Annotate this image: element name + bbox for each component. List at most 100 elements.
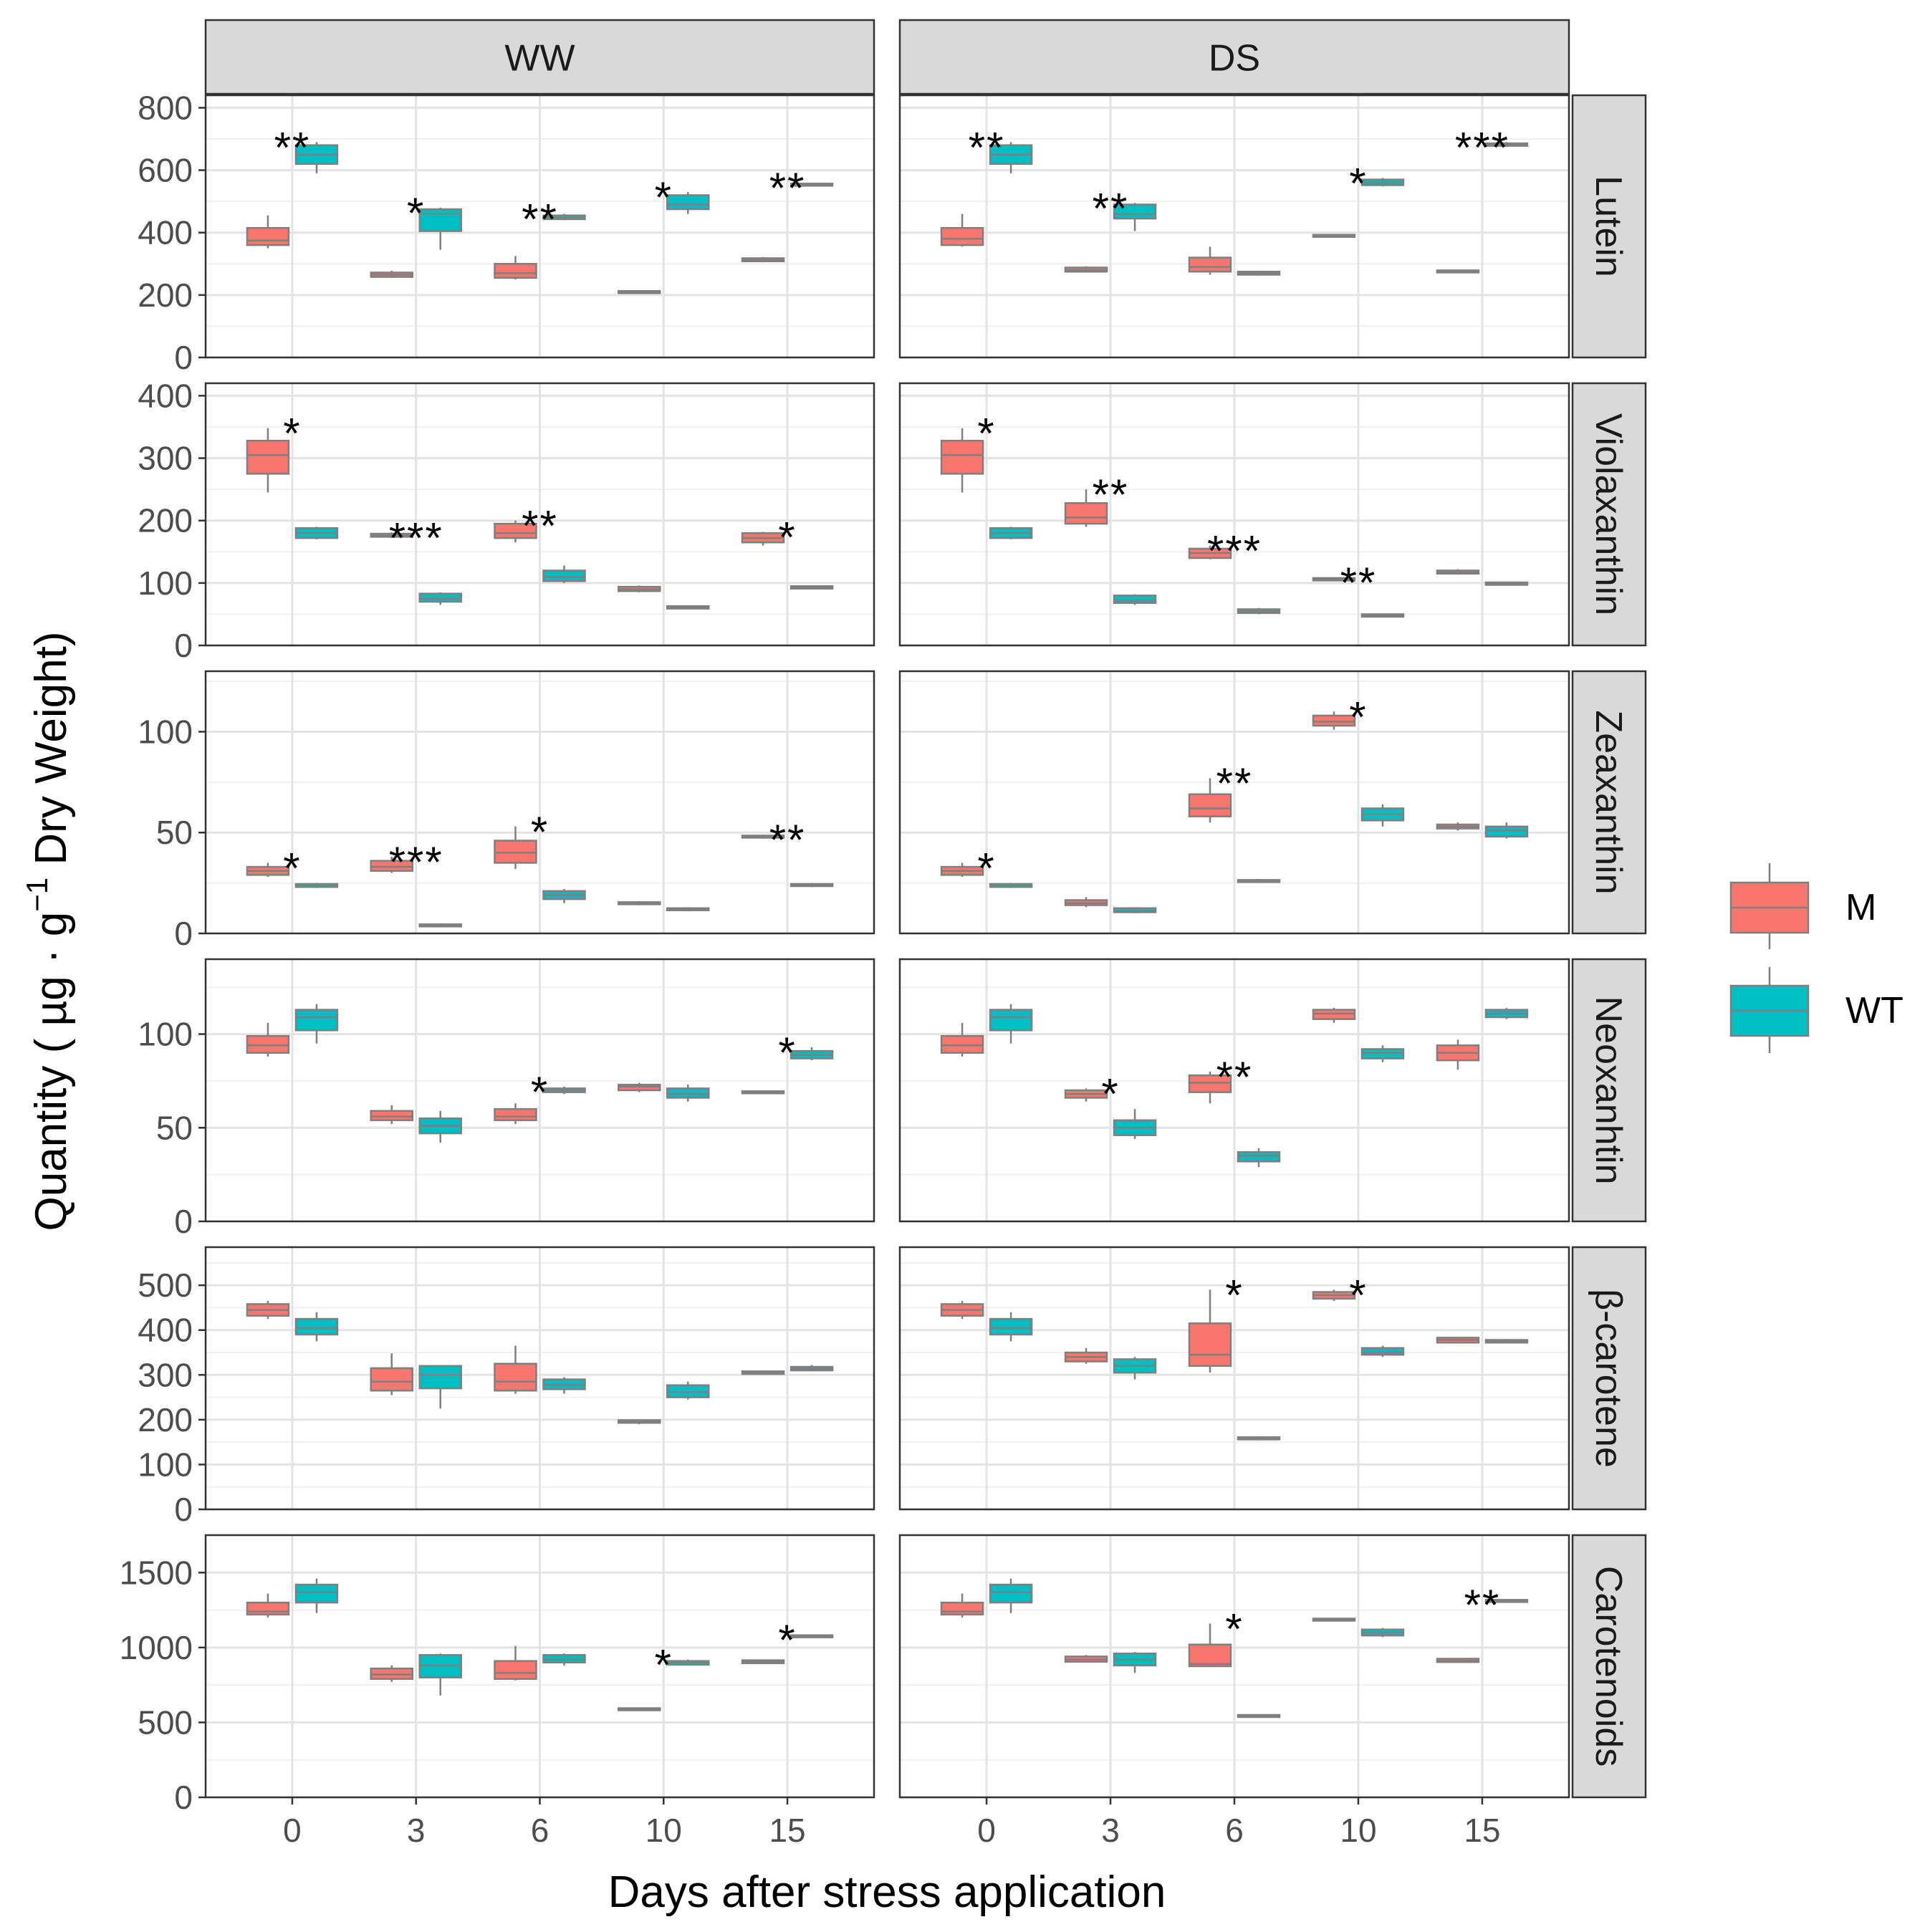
box-carotene-ds-m-day-3 [1064, 1347, 1108, 1364]
y-tick-label: 600 [138, 152, 193, 189]
box-carotenoids-ds-wt-day-6 [1237, 1714, 1281, 1719]
strip-ww [204, 19, 875, 95]
significance-label: * [407, 189, 425, 237]
box-neoxanhtin-ds-m-day-15 [1436, 1039, 1480, 1070]
box-carotene-ds-wt-day-6 [1237, 1436, 1281, 1441]
box-carotenoids-ww-wt-day-10 [666, 1659, 710, 1666]
y-tick-label: 400 [138, 214, 193, 251]
box-lutein-ww-m-day-10 [618, 289, 661, 294]
box-lutein-ds-wt-day-0 [989, 142, 1033, 173]
y-tick-label: 100 [138, 1016, 193, 1053]
panel-border [898, 670, 1570, 935]
box-body [246, 1601, 290, 1616]
box-body [989, 1583, 1033, 1604]
box-carotenoids-ww-wt-day-15 [789, 1634, 834, 1638]
box-zeaxanthin-ds-wt-day-3 [1113, 907, 1157, 913]
strip-zeaxanthin [1571, 670, 1647, 935]
significance-label: * [977, 844, 995, 892]
box-zeaxanthin-ds-m-day-3 [1064, 897, 1108, 908]
significance-label: * [531, 808, 549, 856]
box-carotene-ww-wt-day-3 [418, 1365, 462, 1409]
legend-key-m [1729, 863, 1810, 949]
significance-label: *** [389, 514, 443, 562]
box-body [1484, 825, 1529, 838]
legend: M WT [1729, 863, 1904, 1053]
box-zeaxanthin-ds-wt-day-10 [1360, 804, 1405, 827]
box-lutein-ds-m-day-15 [1436, 269, 1480, 274]
y-tick-label: 200 [138, 502, 193, 539]
box-carotene-ww-m-day-3 [370, 1353, 413, 1395]
box-carotenoids-ww-m-day-6 [494, 1645, 537, 1681]
panel-zeaxanthin-ww: * **** ** [204, 670, 875, 935]
box-zeaxanthin-ww-m-day-0 [246, 862, 290, 878]
box-lutein-ds-m-day-10 [1312, 234, 1356, 239]
box-carotene-ww-wt-day-15 [789, 1365, 834, 1372]
panel-lutein-ww: *** ** * ** [204, 94, 875, 359]
box-violaxanthin-ds-wt-day-0 [989, 527, 1033, 539]
x-tick-label: 6 [1225, 1812, 1244, 1849]
box-body [1237, 1151, 1281, 1163]
significance-label: ** [1216, 1053, 1253, 1101]
box-neoxanhtin-ww-wt-day-0 [294, 1004, 339, 1044]
y-tick-label: 100 [138, 1446, 193, 1483]
box-body [246, 1034, 290, 1054]
box-body [246, 439, 290, 475]
box-neoxanhtin-ww-m-day-6 [494, 1103, 537, 1125]
box-lutein-ww-m-day-0 [246, 215, 290, 249]
box-carotenoids-ww-wt-day-6 [542, 1653, 586, 1666]
box-violaxanthin-ww-m-day-6 [494, 520, 537, 543]
box-carotene-ww-m-day-6 [494, 1345, 537, 1394]
box-violaxanthin-ww-m-day-10 [618, 585, 661, 592]
box-body [1188, 1643, 1232, 1668]
box-body [1064, 502, 1108, 525]
box-zeaxanthin-ww-wt-day-10 [666, 907, 710, 912]
y-tick-label: 200 [138, 277, 193, 314]
x-tick-label: 6 [531, 1812, 549, 1849]
box-body [494, 1363, 537, 1392]
box-body [542, 569, 586, 582]
significance-label: * [283, 844, 301, 892]
box-neoxanhtin-ww-m-day-10 [618, 1082, 661, 1092]
panel-carotene-ww [204, 1246, 875, 1511]
significance-label: *** [1455, 123, 1509, 171]
strip-label-ww: WW [504, 38, 575, 80]
box-neoxanhtin-ds-wt-day-6 [1237, 1148, 1281, 1168]
box-carotene-ds-wt-day-0 [989, 1312, 1033, 1342]
box-neoxanhtin-ww-wt-day-10 [666, 1085, 710, 1102]
y-tick-label: 400 [138, 377, 193, 414]
box-carotene-ww-wt-day-0 [294, 1312, 339, 1342]
strip-lutein [1571, 94, 1647, 359]
strip-label-ds: DS [1209, 38, 1260, 80]
y-axis-title-exponent: −1 [20, 878, 54, 912]
box-carotene-ww-m-day-10 [618, 1419, 661, 1425]
significance-label: * [655, 1641, 673, 1689]
box-carotene-ds-m-day-6 [1188, 1289, 1232, 1373]
significance-label: * [1225, 1605, 1243, 1653]
panel-border [204, 382, 875, 647]
box-lutein-ww-m-day-15 [741, 256, 785, 263]
box-body [1312, 714, 1356, 727]
box-violaxanthin-ds-m-day-0 [940, 428, 984, 493]
box-violaxanthin-ds-wt-day-3 [1113, 594, 1157, 605]
box-violaxanthin-ds-m-day-3 [1064, 489, 1108, 527]
significance-label: * [655, 173, 673, 221]
y-tick-label: 0 [174, 915, 193, 952]
strip-label-lutein: Lutein [1588, 176, 1629, 277]
box-zeaxanthin-ww-m-day-10 [618, 900, 661, 905]
box-body [940, 439, 984, 475]
box-neoxanhtin-ds-wt-day-10 [1360, 1045, 1405, 1062]
significance-label: * [531, 1068, 549, 1116]
significance-label: ** [1340, 559, 1377, 607]
box-lutein-ds-m-day-0 [940, 213, 984, 247]
y-tick-label: 200 [138, 1401, 193, 1438]
x-tick-label: 15 [769, 1812, 805, 1849]
box-lutein-ds-wt-day-10 [1360, 178, 1405, 187]
strip-carotenoids [1571, 1534, 1647, 1799]
y-tick-label: 100 [138, 564, 193, 602]
panel-border [204, 1246, 875, 1511]
box-zeaxanthin-ds-m-day-10 [1312, 711, 1356, 730]
box-zeaxanthin-ds-wt-day-15 [1484, 822, 1529, 839]
significance-label: ** [274, 123, 311, 171]
box-lutein-ww-m-day-6 [494, 256, 537, 280]
x-tick-label: 3 [1101, 1812, 1120, 1849]
